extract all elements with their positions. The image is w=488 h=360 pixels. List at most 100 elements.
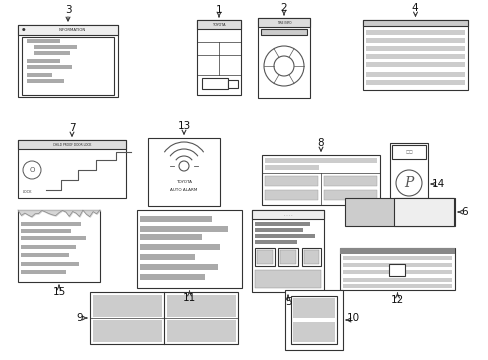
Bar [93,320,162,342]
Bar [18,140,126,149]
Bar [22,37,114,95]
Bar [197,20,241,95]
Bar [362,20,467,26]
Bar [18,140,126,198]
Bar [254,248,274,266]
Bar [21,270,66,274]
Bar [140,234,202,240]
Bar [302,248,320,266]
Text: 12: 12 [389,295,403,305]
Bar [197,20,241,29]
Bar [264,158,376,163]
Text: 2: 2 [280,3,287,13]
Bar [254,270,320,288]
Bar [254,234,314,238]
Text: 13: 13 [177,121,190,131]
Bar [391,145,425,159]
Bar [27,79,64,83]
Bar [292,322,334,342]
Bar [258,18,309,27]
Bar [18,25,118,35]
Text: TOYOTA: TOYOTA [176,180,192,184]
Bar [21,245,76,249]
Bar [342,256,451,260]
Bar [365,38,464,43]
Text: 1: 1 [215,5,222,15]
Bar [304,250,318,264]
Bar [21,229,71,233]
Bar [258,18,309,98]
Text: 11: 11 [182,293,195,303]
Bar [264,176,317,186]
Bar [27,39,60,43]
Bar [345,198,454,226]
Bar [251,210,324,292]
Text: 3: 3 [64,5,71,15]
Bar [21,253,69,257]
Bar [140,216,212,222]
Bar [93,295,162,317]
Bar [342,284,451,288]
Bar [140,226,227,232]
Text: 9: 9 [77,313,83,323]
Bar [254,228,303,232]
Text: CHILD PROOF DOOR LOCK: CHILD PROOF DOOR LOCK [53,143,91,147]
Bar [202,78,227,89]
Text: 14: 14 [430,179,444,189]
Bar [251,210,324,219]
Bar [140,244,220,250]
Bar [27,73,52,77]
Bar [339,248,454,254]
Bar [261,29,306,35]
Bar [362,20,467,90]
Text: P: P [404,176,413,190]
Bar [140,254,195,260]
Bar [140,264,218,270]
Text: TOYOTA: TOYOTA [212,23,225,27]
Text: 6: 6 [461,207,468,217]
Text: INFORMATION: INFORMATION [58,28,85,32]
Bar [18,25,118,97]
Bar [167,320,236,342]
Text: 5: 5 [284,297,291,307]
Bar [167,295,236,317]
Text: 8: 8 [317,138,324,148]
Bar [280,250,295,264]
Bar [342,263,451,267]
Bar [285,290,342,350]
Bar [137,210,242,288]
Bar [264,190,317,200]
Bar [227,80,238,88]
Bar [393,198,453,226]
Bar [90,292,238,344]
Bar [21,262,79,266]
Bar [148,138,220,206]
Text: 4: 4 [411,3,417,13]
Bar [324,190,376,200]
Bar [388,264,404,276]
Bar [365,54,464,59]
Bar [34,51,70,55]
Bar [254,222,309,226]
Bar [21,222,81,226]
Text: AUTO ALARM: AUTO ALARM [170,188,197,192]
Text: - - - -: - - - - [283,212,292,216]
Bar [339,248,454,290]
Bar [342,278,451,282]
Bar [324,176,376,186]
Bar [140,274,204,280]
Text: ●: ● [22,28,25,32]
Bar [34,45,77,49]
Bar [292,298,334,318]
Bar [342,270,451,274]
Text: O: O [29,167,35,173]
Bar [394,200,422,210]
Bar [27,59,60,63]
Bar [365,30,464,35]
Bar [365,46,464,51]
Bar [397,210,419,222]
Bar [18,210,100,282]
Text: LOCK: LOCK [23,190,32,194]
Bar [21,236,86,240]
Text: 10: 10 [346,313,359,323]
